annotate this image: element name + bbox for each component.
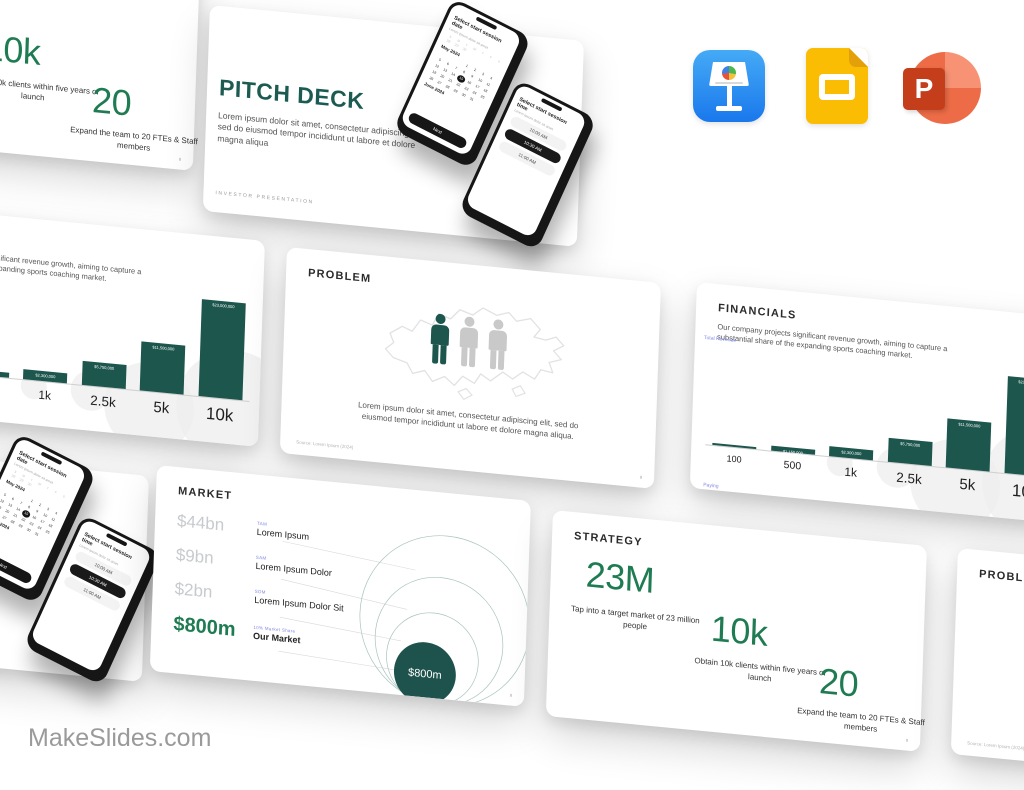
page-number: 8 (905, 737, 909, 743)
x-tick-label: 100 (726, 453, 742, 465)
pie-chart-glyph (722, 66, 736, 80)
revenue-bar: $5,750,000 (81, 360, 127, 390)
export-format-icons: P (693, 46, 993, 130)
bar-value-label: $11,500,000 (958, 420, 981, 429)
revenue-bar: $23,000,000 (198, 299, 246, 401)
x-tick-label: 500 (0, 376, 16, 412)
revenue-bar-chart: $1,150,000$2,300,000$5,750,000$11,500,00… (704, 341, 1024, 524)
strategy-stat-caption: Tap into a target market of 23 million p… (570, 604, 700, 632)
x-tick-label: 2.5k (896, 469, 923, 488)
x-tick-label: 5k (959, 475, 976, 495)
strategy-stat-caption: Expand the team to 20 FTEs & Staff membe… (70, 125, 198, 153)
revenue-bar: $5,750,000 (887, 437, 933, 467)
slide-problem-partial: PROBLEM Source: Lorem Ipsum (2024) (950, 548, 1024, 790)
slide-financials: FINANCIALS Our company projects signific… (689, 282, 1024, 524)
slide-title: PROBLEM (307, 267, 372, 286)
tam-sam-som-circles: $800m (278, 535, 530, 707)
strategy-stat-caption: Expand the team to 20 FTEs & Staff membe… (797, 706, 925, 734)
slide-pitch-deck-partial: PITCH DECK Lorem ipsum dolor sit amet, c… (0, 432, 162, 686)
people-icons (429, 313, 509, 372)
region-map-outline (362, 293, 580, 414)
x-tick-label: 1k (844, 464, 858, 480)
page-number: 8 (178, 156, 182, 162)
powerpoint-letter: P (903, 68, 945, 110)
slide-title: STRATEGY (573, 530, 643, 549)
bar-value-label: $2,300,000 (841, 448, 862, 456)
strategy-stat-caption: Obtain 10k clients within five years of … (694, 656, 826, 684)
google-slides-icon[interactable] (806, 48, 868, 124)
our-market-bubble (393, 642, 456, 705)
revenue-bar: $23,000,000 (1004, 376, 1024, 478)
x-tick-label: 2.5k (90, 392, 117, 411)
x-tick-label: 500 (783, 458, 802, 473)
keynote-icon[interactable] (693, 50, 765, 122)
bar-value-label: $11,500,000 (152, 343, 175, 352)
page-number: 8 (639, 474, 643, 480)
strategy-stat-value: 23M (585, 553, 655, 601)
bar-value-label: $2,300,000 (35, 371, 56, 379)
strategy-stat-value: 20 (818, 660, 859, 705)
slide-problem: PROBLEM Lorem ipsum dolor sit amet, cons… (279, 247, 661, 489)
revenue-bar: $11,500,000 (945, 418, 992, 472)
person-icon (487, 319, 509, 373)
keynote-board (709, 62, 749, 86)
pitch-deck-title: PITCH DECK (218, 74, 365, 115)
slide-title: FINANCIALS (717, 302, 797, 322)
strategy-stat-caption: Obtain 10k clients within five years of … (0, 75, 99, 103)
revenue-bar: $1,150,000 (0, 368, 9, 379)
bar-value-label: $5,750,000 (900, 440, 921, 448)
bar-value-label: $5,750,000 (94, 363, 115, 371)
page-number: 8 (509, 692, 513, 698)
revenue-bar-chart: $1,150,000 $2,300,000 $5,750,000 $11,500,00… (0, 264, 265, 447)
calendar-next-button: Next (0, 546, 34, 585)
slide-strategy: STRATEGY 23M Tap into a target market of… (545, 510, 927, 752)
revenue-bar: $11,500,000 (139, 341, 186, 395)
source-note: Source: Lorem Ipsum (2024) (296, 439, 354, 450)
strategy-stat-value: 10k (710, 607, 769, 654)
x-tick-label: 1k (38, 387, 52, 403)
x-tick-label: 5k (153, 398, 170, 418)
pitch-deck-footer: INVESTOR PRESENTATION (215, 190, 314, 206)
bar-value-label: $1,150,000 (0, 370, 9, 379)
strategy-stat-value: 20 (91, 79, 132, 124)
source-note: Source: Lorem Ipsum (2024) (967, 740, 1024, 751)
x-axis-label: Paying Customers (698, 482, 723, 497)
brand-wordmark: MakeSlides.com (28, 724, 212, 752)
strategy-stat-value: 10k (0, 26, 42, 73)
slide-pitch-deck: PITCH DECK Lorem ipsum dolor sit amet, c… (202, 0, 597, 251)
bar-value-label: $23,000,000 (212, 301, 235, 309)
slide-strategy-partial: STRATEGY 23M Tap into a target market of… (0, 0, 200, 171)
x-tick-label: 10k (1011, 480, 1024, 503)
x-tick-label: 10k (205, 403, 234, 426)
bubble-label: $800m (408, 667, 442, 682)
powerpoint-icon[interactable]: P (903, 52, 981, 128)
person-icon (429, 313, 451, 367)
bar-value-label: $23,000,000 (1018, 378, 1024, 386)
slide-title: PROBLEM (978, 568, 1024, 587)
slide-market: MARKET $44bn TAM Lorem Ipsum $9bn SAM Lo… (149, 465, 531, 707)
slide-financials-partial: FINANCIALS Our company projects signific… (0, 205, 265, 447)
person-icon (458, 316, 480, 370)
